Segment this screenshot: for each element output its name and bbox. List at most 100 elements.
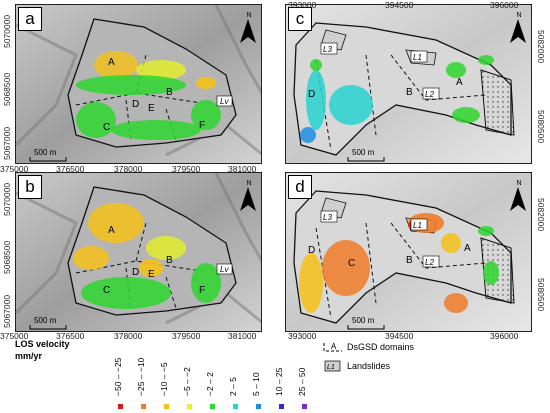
legend-swatch [210, 404, 215, 409]
landslide-label-Lv: Lv [220, 97, 229, 106]
x-tick-label: 379500 [172, 331, 201, 341]
legend-class: 2 – 5 [225, 342, 251, 412]
legend-swatch [279, 404, 284, 409]
panel-label-d: d [288, 175, 312, 199]
scale-bar [29, 325, 67, 330]
panel-label-c: c [288, 7, 312, 31]
y-tick-label: 5082000 [536, 198, 546, 232]
legend-class: 5 – 10 [248, 342, 274, 412]
legend-dsgsd-label: DsGSD domains [347, 342, 415, 352]
domain-label-F: F [199, 120, 205, 131]
north-arrow-icon [240, 187, 256, 211]
domain-label-E: E [148, 269, 155, 280]
legend-title: LOS velocity mm/yr [15, 339, 70, 361]
legend-swatch [141, 404, 146, 409]
x-tick-label: 376500 [56, 164, 85, 174]
scale-bar-label: 500 m [352, 148, 375, 157]
x-tick-label: 378000 [114, 331, 143, 341]
legend-swatch [256, 404, 261, 409]
map-panel-c: D B A L3 L1 L2 N 500 m c [285, 4, 532, 164]
landslide-label-L2: L2 [425, 90, 434, 99]
domain-label-D: D [308, 245, 315, 256]
x-tick-label: 394500 [385, 0, 414, 10]
map-c-canvas: D B A L3 L1 L2 N 500 m [286, 5, 531, 163]
dsgsd-symbol-label: A [331, 342, 337, 351]
map-b-canvas: A B C D E F Lv N 500 m [16, 173, 261, 331]
scale-bar [347, 325, 385, 330]
x-tick-label: 396000 [490, 331, 519, 341]
legend-swatch [233, 404, 238, 409]
legend-class: −10 – −5 [156, 342, 182, 412]
domain-label-B: B [166, 255, 173, 266]
map-a-canvas: A B C D E F Lv N 500 m [16, 5, 261, 163]
domain-label-D: D [132, 99, 139, 110]
x-tick-label: 381000 [228, 331, 257, 341]
domain-label-B: B [406, 87, 413, 98]
domain-label-A: A [108, 57, 115, 68]
north-arrow-icon [240, 19, 256, 43]
landslide-label-L3: L3 [323, 213, 332, 222]
y-tick-label: 5068500 [2, 240, 12, 274]
scale-bar-label: 500 m [34, 148, 57, 157]
x-tick-label: 379500 [172, 164, 201, 174]
y-tick-label: 5068500 [2, 72, 12, 106]
x-tick-label: 396000 [490, 0, 519, 10]
y-tick-label: 5082000 [536, 30, 546, 64]
x-tick-label: 376500 [56, 331, 85, 341]
north-label: N [516, 12, 521, 19]
scale-bar [347, 157, 385, 162]
legend-swatch [164, 404, 169, 409]
north-label: N [246, 12, 251, 19]
map-d-canvas: D C B A L3 L1 L2 N 500 m [286, 173, 531, 331]
x-tick-label: 378000 [114, 164, 143, 174]
north-arrow-icon [510, 187, 526, 211]
x-tick-label: 393000 [288, 331, 317, 341]
legend-swatch [302, 404, 307, 409]
scale-bar [29, 157, 67, 162]
north-arrow-icon [510, 19, 526, 43]
landslide-label-L3: L3 [323, 45, 332, 54]
map-panel-a: A B C D E F Lv N 500 m a [15, 4, 262, 164]
landslide-symbol-label: L1 [327, 364, 335, 371]
legend-class: −25 – −10 [133, 342, 159, 412]
legend-class: −2 – 2 [202, 342, 228, 412]
domain-label-F: F [199, 285, 205, 296]
y-tick-label: 5080500 [536, 278, 546, 312]
landslide-polygon [480, 69, 515, 136]
landslide-label-Lv: Lv [220, 265, 229, 274]
domain-label-D: D [132, 267, 139, 278]
insar-points [299, 213, 499, 313]
insar-points [73, 203, 221, 309]
legend-class: 10 – 25 [271, 342, 297, 412]
legend-class: −50 – −25 [110, 342, 136, 412]
north-label: N [246, 180, 251, 187]
scale-bar-label: 500 m [34, 316, 57, 325]
y-tick-label: 5067000 [2, 126, 12, 160]
map-panel-d: D C B A L3 L1 L2 N 500 m d [285, 172, 532, 332]
x-tick-label: 394500 [385, 331, 414, 341]
domain-label-C: C [103, 122, 110, 133]
x-tick-label: 393000 [288, 0, 317, 10]
domain-label-B: B [166, 87, 173, 98]
landslide-label-L1: L1 [413, 53, 422, 62]
insar-points [76, 51, 221, 140]
domain-label-E: E [148, 103, 155, 114]
domain-label-A: A [108, 225, 115, 236]
domain-label-B: B [406, 255, 413, 266]
domain-label-C: C [103, 285, 110, 296]
panel-label-a: a [18, 7, 42, 31]
map-panel-b: A B C D E F Lv N 500 m b [15, 172, 262, 332]
x-tick-label: 375000 [0, 164, 29, 174]
domain-label-A: A [464, 243, 471, 254]
legend-swatch [118, 404, 123, 409]
x-tick-label: 375000 [0, 331, 29, 341]
y-tick-label: 5067000 [2, 294, 12, 328]
domain-label-D: D [308, 89, 315, 100]
legend-class: 25 – 50 [294, 342, 320, 412]
legend-swatch [187, 404, 192, 409]
y-tick-label: 5070000 [2, 182, 12, 216]
landslide-label-L1: L1 [413, 221, 422, 230]
north-label: N [516, 180, 521, 187]
domain-label-C: C [348, 258, 355, 269]
legend-symbols: A L1 [323, 342, 342, 372]
